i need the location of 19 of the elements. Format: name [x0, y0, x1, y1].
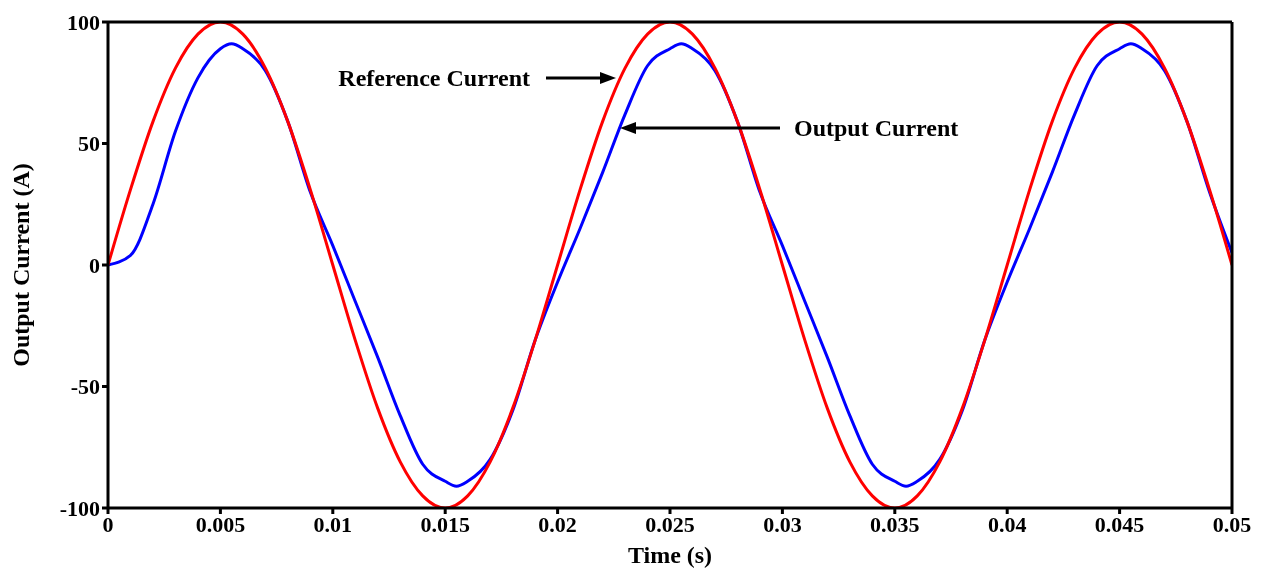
y-tick-label: 0	[89, 252, 100, 278]
x-tick-label: 0.05	[1212, 511, 1252, 537]
x-tick-label: 0.005	[195, 511, 246, 537]
x-tick-label: 0.03	[763, 511, 802, 537]
annotation: Reference Current	[338, 65, 530, 91]
x-tick-label: 0.01	[313, 511, 353, 537]
y-tick-label: -100	[59, 495, 100, 521]
x-tick-label: 0.045	[1094, 511, 1145, 537]
y-tick-label: 50	[78, 131, 100, 157]
annotation: Output Current	[794, 115, 959, 141]
y-tick-label: 100	[67, 9, 100, 35]
x-tick-label: 0.015	[420, 511, 470, 537]
x-tick-label: 0.04	[987, 511, 1027, 537]
x-tick-label: 0.035	[870, 511, 920, 537]
x-tick-label: 0.025	[645, 511, 695, 537]
y-axis-title: Output Current (A)	[7, 163, 34, 367]
x-axis-title: Time (s)	[627, 542, 713, 568]
y-tick-label: -50	[70, 374, 100, 400]
x-tick-label: 0.02	[538, 511, 577, 537]
